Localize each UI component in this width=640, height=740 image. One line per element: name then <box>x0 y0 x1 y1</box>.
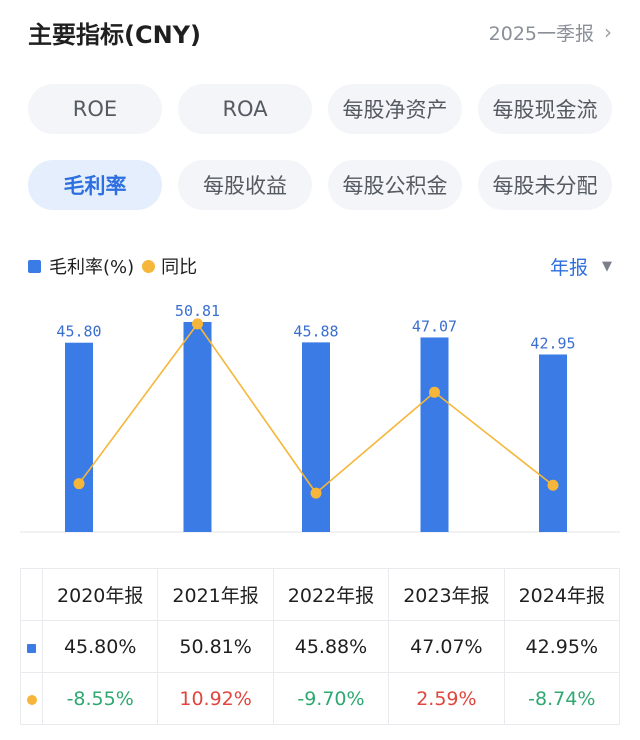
page-title: 主要指标(CNY) <box>28 20 202 49</box>
table-header-cell: 2020年报 <box>41 568 159 621</box>
table-corner-cell <box>20 568 43 621</box>
table-row-yoy: -8.55% 10.92% -9.70% 2.59% -8.74% <box>20 672 621 725</box>
table-cell: 45.88% <box>272 620 390 673</box>
table-cell: -9.70% <box>272 672 390 725</box>
table-header-cell: 2021年报 <box>157 568 274 621</box>
bar <box>302 342 330 532</box>
dot-marker-icon <box>26 694 37 705</box>
bar-legend-label: 毛利率(%) <box>49 257 135 278</box>
line-legend-label: 同比 <box>161 257 198 278</box>
table-header-cell: 2022年报 <box>272 568 390 621</box>
row-marker-cell <box>20 672 43 725</box>
chevron-right-icon: › <box>604 20 612 44</box>
table-cell: 10.92% <box>157 672 274 725</box>
yoy-point <box>192 318 203 330</box>
bar <box>183 322 212 532</box>
bar <box>65 342 93 532</box>
chart-legend: 毛利率(%) 同比 <box>28 253 197 279</box>
bar <box>420 337 449 532</box>
bar-legend-marker <box>28 259 41 273</box>
metrics-table: 2020年报 2021年报 2022年报 2023年报 2024年报 45.80… <box>20 568 621 725</box>
line-legend-marker <box>142 259 156 273</box>
yoy-point <box>310 487 322 499</box>
table-cell: 45.80% <box>41 620 159 673</box>
table-cell: -8.74% <box>503 672 621 725</box>
bar-value-label: 42.95 <box>530 334 575 352</box>
bar-value-label: 45.88 <box>293 322 338 340</box>
yoy-point <box>429 386 440 398</box>
square-marker-icon <box>27 643 36 653</box>
yoy-point <box>547 479 559 491</box>
bar <box>539 354 567 532</box>
tab-gross-margin[interactable]: 毛利率 <box>28 160 162 210</box>
tab-roa[interactable]: ROA <box>178 84 312 134</box>
bar-value-label: 45.80 <box>56 323 101 341</box>
table-cell: 2.59% <box>388 672 505 725</box>
table-header-cell: 2023年报 <box>388 568 505 621</box>
period-label: 2025一季报 <box>488 22 594 45</box>
row-marker-cell <box>20 620 43 673</box>
header: 主要指标(CNY) 2025一季报 › <box>28 14 612 50</box>
table-cell: 50.81% <box>157 620 274 673</box>
yoy-point <box>73 478 85 490</box>
period-selector[interactable]: 2025一季报 › <box>489 19 612 46</box>
bar-value-label: 50.81 <box>175 302 220 320</box>
triangle-down-icon: ▼ <box>602 258 612 274</box>
table-cell: 47.07% <box>388 620 505 673</box>
tab-roe[interactable]: ROE <box>28 84 162 134</box>
table-cell: -8.55% <box>41 672 159 725</box>
tab-reserve-per-share[interactable]: 每股公积金 <box>328 160 462 210</box>
tab-cash-flow-per-share[interactable]: 每股现金流 <box>478 84 612 134</box>
tab-undistributed-per-share[interactable]: 每股未分配 <box>478 160 612 210</box>
chart-legend-row: 毛利率(%) 同比 年报 ▼ <box>28 250 612 282</box>
tab-eps[interactable]: 每股收益 <box>178 160 312 210</box>
table-header-cell: 2024年报 <box>503 568 621 621</box>
table-header-row: 2020年报 2021年报 2022年报 2023年报 2024年报 <box>20 568 621 621</box>
table-row-gross-margin: 45.80% 50.81% 45.88% 47.07% 42.95% <box>20 620 621 673</box>
gross-margin-chart: 45.80 50.81 45.88 47.07 42.95 <box>20 302 620 533</box>
frequency-dropdown[interactable]: 年报 ▼ <box>550 253 612 280</box>
bar-value-label: 47.07 <box>412 317 457 335</box>
frequency-label: 年报 <box>549 256 588 279</box>
tab-net-assets-per-share[interactable]: 每股净资产 <box>328 84 462 134</box>
metric-tabs: ROE ROA 每股净资产 每股现金流 毛利率 每股收益 每股公积金 每股未分配 <box>28 84 612 210</box>
table-cell: 42.95% <box>503 620 621 673</box>
